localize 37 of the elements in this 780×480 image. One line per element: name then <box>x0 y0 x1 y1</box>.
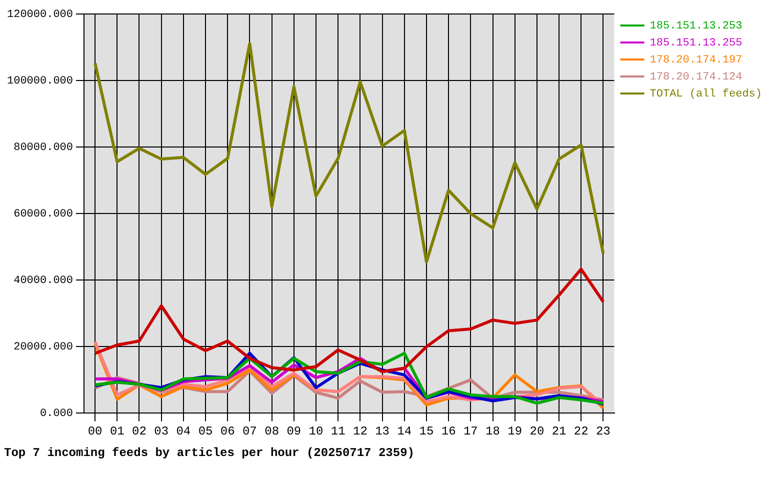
x-tick-label: 09 <box>286 424 302 439</box>
x-tick-label: 21 <box>552 424 566 439</box>
y-tick-label: 100000.000 <box>6 75 74 88</box>
x-tick-label: 08 <box>264 424 280 439</box>
x-tick-label: 06 <box>220 424 235 439</box>
y-tick-label: 120000.000 <box>6 8 74 21</box>
x-tick-label: 05 <box>198 424 213 439</box>
x-tick-label: 01 <box>110 424 124 439</box>
x-tick-label: 13 <box>375 424 390 439</box>
x-tick-label: 15 <box>419 424 434 439</box>
y-tick-label: 60000.000 <box>14 208 74 221</box>
y-tick-label: 20000.000 <box>14 342 74 354</box>
x-tick-label: 03 <box>154 424 169 439</box>
x-tick-label: 14 <box>397 424 412 439</box>
legend-label: 178.20.174.197 <box>650 54 742 66</box>
legend-label: 178.20.174.124 <box>650 71 743 84</box>
y-tick-label: 80000.000 <box>14 142 74 154</box>
x-tick-label: 10 <box>308 424 324 439</box>
x-tick-label: 16 <box>441 424 456 439</box>
x-tick-label: 17 <box>463 424 478 439</box>
x-tick-label: 20 <box>530 424 544 439</box>
x-tick-label: 12 <box>352 424 368 439</box>
text: Top 7 incoming feeds by articles per hour (20250717 2359) <box>4 446 414 460</box>
x-tick-label: 11 <box>330 424 346 439</box>
x-tick-label: 02 <box>132 424 146 439</box>
x-tick-label: 19 <box>508 424 522 439</box>
y-tick-label: 40000.000 <box>14 275 74 288</box>
legend-label: TOTAL (all feeds) <box>650 88 762 100</box>
x-tick-label: 23 <box>596 424 610 439</box>
x-tick-label: 22 <box>574 424 588 439</box>
x-tick-label: 07 <box>242 424 257 439</box>
legend-label: 185.151.13.255 <box>650 37 742 50</box>
legend-label: 185.151.13.253 <box>650 20 742 32</box>
x-tick-label: 04 <box>176 424 191 439</box>
x-tick-label: 00 <box>88 424 102 439</box>
x-tick-label: 18 <box>486 424 500 439</box>
y-tick-label: 0.000 <box>40 408 74 420</box>
